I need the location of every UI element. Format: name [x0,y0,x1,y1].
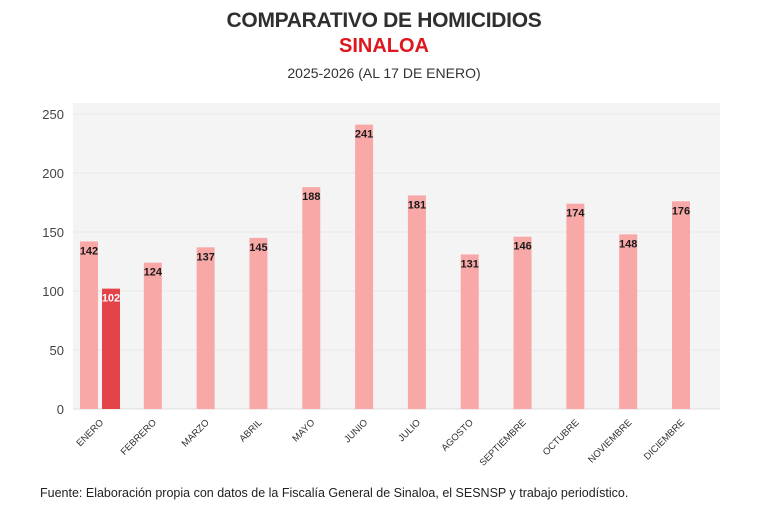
bar-2025-enero [80,241,98,409]
bar-2025-agosto [460,254,479,409]
bar-2025-febrero [143,262,162,409]
data-label: 181 [408,199,426,211]
bar-2025-abril [249,237,268,409]
data-label: 145 [249,242,267,254]
bar-2025-marzo [196,247,215,409]
x-tick-label: SEPTIEMBRE [478,417,529,468]
bar-2025-octubre [566,203,585,409]
data-label: 142 [80,245,98,257]
x-tick-label: DICIEMBRE [642,417,687,462]
data-label: 188 [302,191,320,203]
data-label: 137 [196,251,214,263]
data-label: 174 [566,208,585,220]
data-label: 124 [144,267,163,279]
source-note: Fuente: Elaboración propia con datos de … [40,486,629,500]
bar-chart: 0 50 100 150 200 250 142 102 ENERO 124 FEBRERO 137 M… [42,103,720,468]
bar-2025-julio [407,195,426,409]
data-label: 131 [461,258,479,270]
data-label: 176 [672,205,690,217]
x-tick-label: ENERO [74,417,106,449]
chart-period: 2025-2026 (AL 17 DE ENERO) [287,65,481,81]
x-tick-label: OCTUBRE [541,417,582,458]
bar-2025-mayo [302,187,321,409]
y-tick-label: 100 [42,284,64,299]
x-tick-label: AGOSTO [439,417,475,453]
bar-2025-septiembre [513,236,532,409]
y-tick-label: 200 [42,166,64,181]
plot-background [73,103,720,409]
y-tick-label: 0 [57,402,64,417]
x-tick-label: ABRIL [237,417,264,444]
y-tick-label: 150 [42,225,64,240]
x-tick-label: MARZO [180,417,212,449]
data-label: 102 [102,293,120,305]
bar-2025-junio [355,124,374,410]
y-tick-label: 250 [42,107,64,122]
x-tick-label: NOVIEMBRE [586,417,634,465]
chart-title: COMPARATIVO DE HOMICIDIOS [226,9,542,32]
bar-2025-diciembre [672,201,690,409]
data-label: 241 [355,129,373,141]
x-tick-label: FEBRERO [119,417,159,457]
bar-2026-enero [102,288,120,409]
data-label: 148 [619,238,637,250]
x-tick-label: JUNIO [342,417,370,445]
data-label: 146 [513,241,531,253]
x-tick-label: JULIO [396,417,423,444]
bar-2025-noviembre [619,234,638,409]
y-tick-label: 50 [50,343,64,358]
x-tick-label: MAYO [290,417,317,444]
chart-subtitle: SINALOA [339,35,429,57]
